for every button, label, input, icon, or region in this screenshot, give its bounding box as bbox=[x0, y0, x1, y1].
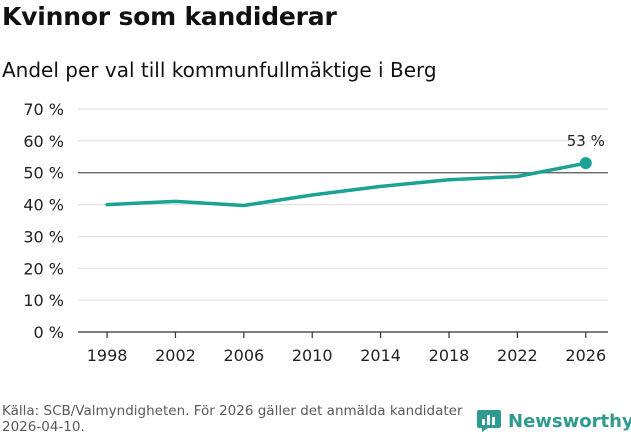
x-tick-label: 2022 bbox=[497, 346, 538, 365]
y-tick-label: 70 % bbox=[23, 100, 64, 119]
y-tick-label: 0 % bbox=[34, 323, 64, 342]
y-tick-label: 60 % bbox=[23, 132, 64, 151]
y-tick-label: 50 % bbox=[23, 164, 64, 183]
x-tick-label: 2010 bbox=[292, 346, 333, 365]
x-tick-label: 2018 bbox=[429, 346, 470, 365]
y-tick-label: 20 % bbox=[23, 259, 64, 278]
series-line bbox=[105, 161, 588, 208]
y-tick-label: 40 % bbox=[23, 196, 64, 215]
y-tick-label: 10 % bbox=[23, 291, 64, 310]
chart-title: Kvinnor som kandiderar bbox=[2, 2, 337, 31]
x-tick-label: 2026 bbox=[565, 346, 606, 365]
last-point-marker bbox=[579, 157, 592, 170]
brand: Newsworthy bbox=[476, 409, 631, 433]
x-tick-label: 2006 bbox=[223, 346, 264, 365]
brand-name: Newsworthy bbox=[508, 410, 631, 432]
chart-subtitle: Andel per val till kommunfullmäktige i B… bbox=[2, 58, 437, 82]
x-tick-label: 2014 bbox=[360, 346, 401, 365]
x-tick-label: 2002 bbox=[155, 346, 196, 365]
last-point-label: 53 % bbox=[567, 132, 605, 150]
source-note: Källa: SCB/Valmyndigheten. För 2026 gäll… bbox=[2, 403, 463, 435]
x-tick-label: 1998 bbox=[87, 346, 128, 365]
newsworthy-logo-icon bbox=[477, 410, 501, 432]
y-tick-label: 30 % bbox=[23, 227, 64, 246]
